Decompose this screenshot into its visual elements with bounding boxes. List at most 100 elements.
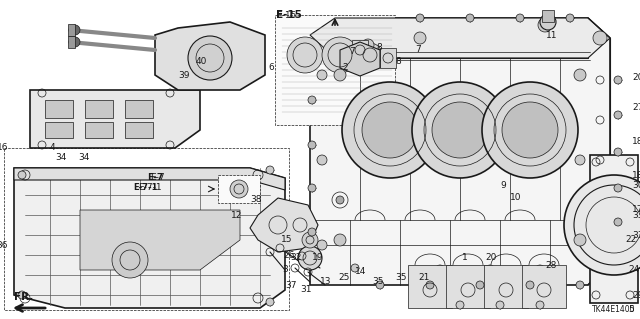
Text: 33: 33 <box>632 231 640 240</box>
Text: 7: 7 <box>415 46 420 55</box>
Text: 18: 18 <box>632 137 640 146</box>
Circle shape <box>593 31 607 45</box>
Text: 33: 33 <box>632 211 640 219</box>
Circle shape <box>575 240 585 250</box>
Text: 34: 34 <box>78 153 90 162</box>
Bar <box>218 175 260 203</box>
Circle shape <box>574 69 586 81</box>
Text: 35: 35 <box>372 278 383 286</box>
Polygon shape <box>542 10 554 22</box>
Text: 19: 19 <box>312 254 323 263</box>
Polygon shape <box>310 18 610 58</box>
Circle shape <box>308 228 316 236</box>
Circle shape <box>466 14 474 22</box>
Circle shape <box>538 18 552 32</box>
Text: E-7: E-7 <box>150 174 165 182</box>
Bar <box>4 148 289 310</box>
Text: E-15: E-15 <box>276 11 296 19</box>
Text: 9: 9 <box>500 181 506 189</box>
Text: 35: 35 <box>395 273 406 283</box>
Circle shape <box>502 102 558 158</box>
Text: 38: 38 <box>250 196 262 204</box>
Bar <box>125 100 153 118</box>
Text: 15: 15 <box>280 235 292 244</box>
Circle shape <box>574 234 586 246</box>
Text: 14: 14 <box>355 268 366 277</box>
Polygon shape <box>14 168 285 190</box>
Circle shape <box>476 281 484 289</box>
Circle shape <box>287 37 323 73</box>
Circle shape <box>70 37 80 47</box>
Circle shape <box>496 301 504 309</box>
Polygon shape <box>352 40 368 60</box>
Text: 20: 20 <box>632 73 640 83</box>
Bar <box>590 155 638 303</box>
Circle shape <box>575 70 585 80</box>
Text: 20: 20 <box>485 254 497 263</box>
Circle shape <box>614 218 622 226</box>
Text: 17: 17 <box>632 205 640 214</box>
Bar <box>85 122 113 138</box>
Circle shape <box>614 76 622 84</box>
Circle shape <box>351 264 359 272</box>
Text: E-7: E-7 <box>147 174 163 182</box>
Text: 2: 2 <box>342 63 348 72</box>
Text: 31: 31 <box>300 286 312 294</box>
Text: 16: 16 <box>0 144 8 152</box>
Text: 18: 18 <box>632 170 640 180</box>
Text: 30: 30 <box>632 181 640 189</box>
Bar <box>125 122 153 138</box>
Bar <box>275 15 395 125</box>
Circle shape <box>435 265 445 275</box>
Circle shape <box>18 171 26 179</box>
Text: 10: 10 <box>510 194 522 203</box>
Bar <box>45 100 73 118</box>
Text: 27: 27 <box>632 103 640 113</box>
Bar <box>85 100 113 118</box>
Text: 22: 22 <box>625 235 636 244</box>
Text: 40: 40 <box>196 57 207 66</box>
Polygon shape <box>30 90 200 148</box>
Circle shape <box>614 111 622 119</box>
Circle shape <box>112 242 148 278</box>
Text: 24: 24 <box>628 265 639 275</box>
Polygon shape <box>68 24 75 36</box>
Polygon shape <box>14 168 285 308</box>
Text: 32: 32 <box>290 254 301 263</box>
Text: E-7-1: E-7-1 <box>134 183 158 192</box>
Circle shape <box>536 301 544 309</box>
Circle shape <box>334 234 346 246</box>
Circle shape <box>362 39 374 51</box>
Circle shape <box>334 69 346 81</box>
Polygon shape <box>155 22 265 90</box>
Circle shape <box>230 180 248 198</box>
Circle shape <box>535 265 545 275</box>
Text: 7: 7 <box>349 48 355 56</box>
Text: E-7-1: E-7-1 <box>138 183 162 192</box>
Circle shape <box>566 14 574 22</box>
Circle shape <box>482 82 578 178</box>
Circle shape <box>18 291 26 299</box>
Circle shape <box>456 301 464 309</box>
Circle shape <box>362 102 418 158</box>
Polygon shape <box>340 42 380 76</box>
Polygon shape <box>68 36 75 48</box>
Circle shape <box>317 70 327 80</box>
Text: 6: 6 <box>268 63 274 72</box>
Text: 3: 3 <box>282 265 288 275</box>
Text: 12: 12 <box>230 211 242 219</box>
Circle shape <box>485 265 495 275</box>
Text: 36: 36 <box>0 241 8 249</box>
Circle shape <box>416 14 424 22</box>
Text: 25: 25 <box>338 273 349 283</box>
Text: 39: 39 <box>178 71 189 80</box>
Circle shape <box>576 281 584 289</box>
Text: 1: 1 <box>462 254 468 263</box>
Polygon shape <box>310 18 610 285</box>
Text: 11: 11 <box>546 31 557 40</box>
Circle shape <box>526 281 534 289</box>
Polygon shape <box>522 265 566 308</box>
Circle shape <box>614 184 622 192</box>
Text: 21: 21 <box>419 273 430 283</box>
Circle shape <box>336 196 344 204</box>
